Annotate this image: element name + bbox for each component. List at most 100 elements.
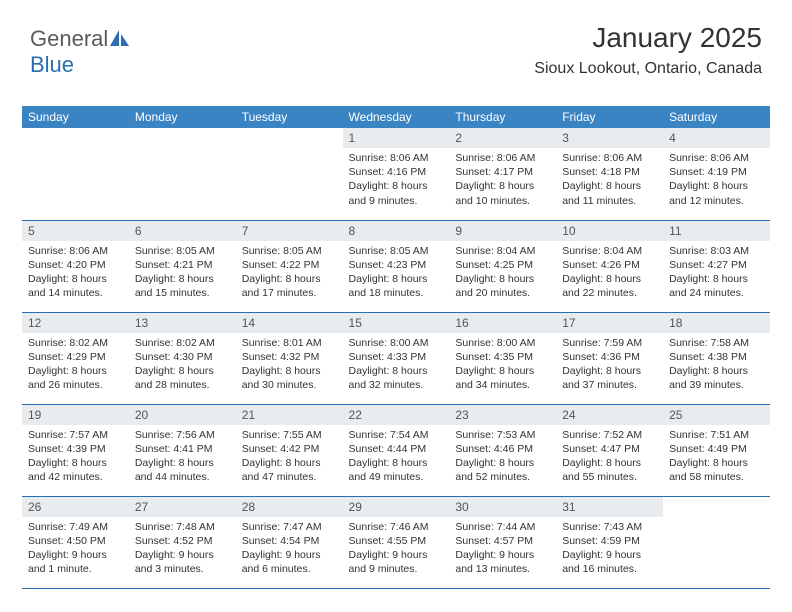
daylight-text: Daylight: 9 hours [562, 548, 657, 562]
calendar-table: SundayMondayTuesdayWednesdayThursdayFrid… [22, 106, 770, 589]
calendar-week-row: 1Sunrise: 8:06 AMSunset: 4:16 PMDaylight… [22, 128, 770, 220]
day-number: 29 [343, 497, 450, 517]
daylight-text: and 3 minutes. [135, 562, 230, 576]
day-number: 1 [343, 128, 450, 148]
sunrise-text: Sunrise: 7:46 AM [349, 520, 444, 534]
day-number: 13 [129, 313, 236, 333]
sunrise-text: Sunrise: 7:58 AM [669, 336, 764, 350]
sunrise-text: Sunrise: 8:05 AM [242, 244, 337, 258]
daylight-text: Daylight: 9 hours [349, 548, 444, 562]
sunrise-text: Sunrise: 7:55 AM [242, 428, 337, 442]
daylight-text: and 28 minutes. [135, 378, 230, 392]
sunrise-text: Sunrise: 8:04 AM [562, 244, 657, 258]
day-header: Sunday [22, 106, 129, 128]
daylight-text: and 42 minutes. [28, 470, 123, 484]
day-body: Sunrise: 7:57 AMSunset: 4:39 PMDaylight:… [22, 425, 129, 489]
calendar-day-cell: 31Sunrise: 7:43 AMSunset: 4:59 PMDayligh… [556, 496, 663, 588]
calendar-day-cell: 28Sunrise: 7:47 AMSunset: 4:54 PMDayligh… [236, 496, 343, 588]
calendar-day-cell: 6Sunrise: 8:05 AMSunset: 4:21 PMDaylight… [129, 220, 236, 312]
daylight-text: Daylight: 9 hours [28, 548, 123, 562]
daylight-text: and 26 minutes. [28, 378, 123, 392]
sunrise-text: Sunrise: 7:51 AM [669, 428, 764, 442]
sunrise-text: Sunrise: 7:44 AM [455, 520, 550, 534]
brand-part2: Blue [30, 52, 74, 77]
day-body: Sunrise: 7:54 AMSunset: 4:44 PMDaylight:… [343, 425, 450, 489]
daylight-text: and 17 minutes. [242, 286, 337, 300]
daylight-text: and 24 minutes. [669, 286, 764, 300]
sunset-text: Sunset: 4:23 PM [349, 258, 444, 272]
day-body: Sunrise: 8:05 AMSunset: 4:22 PMDaylight:… [236, 241, 343, 305]
calendar-day-cell: 22Sunrise: 7:54 AMSunset: 4:44 PMDayligh… [343, 404, 450, 496]
day-body: Sunrise: 7:52 AMSunset: 4:47 PMDaylight:… [556, 425, 663, 489]
calendar-week-row: 12Sunrise: 8:02 AMSunset: 4:29 PMDayligh… [22, 312, 770, 404]
day-number: 25 [663, 405, 770, 425]
daylight-text: Daylight: 8 hours [455, 364, 550, 378]
daylight-text: Daylight: 9 hours [135, 548, 230, 562]
daylight-text: and 30 minutes. [242, 378, 337, 392]
day-number: 4 [663, 128, 770, 148]
calendar-day-cell: 12Sunrise: 8:02 AMSunset: 4:29 PMDayligh… [22, 312, 129, 404]
sunrise-text: Sunrise: 7:47 AM [242, 520, 337, 534]
daylight-text: Daylight: 8 hours [669, 272, 764, 286]
daylight-text: and 44 minutes. [135, 470, 230, 484]
day-number: 8 [343, 221, 450, 241]
day-body: Sunrise: 8:06 AMSunset: 4:20 PMDaylight:… [22, 241, 129, 305]
daylight-text: Daylight: 8 hours [562, 456, 657, 470]
day-number: 26 [22, 497, 129, 517]
daylight-text: Daylight: 8 hours [349, 364, 444, 378]
day-number: 3 [556, 128, 663, 148]
daylight-text: Daylight: 8 hours [669, 364, 764, 378]
day-body: Sunrise: 7:44 AMSunset: 4:57 PMDaylight:… [449, 517, 556, 581]
day-number: 14 [236, 313, 343, 333]
daylight-text: and 32 minutes. [349, 378, 444, 392]
sunset-text: Sunset: 4:38 PM [669, 350, 764, 364]
daylight-text: Daylight: 8 hours [28, 456, 123, 470]
calendar-day-cell [22, 128, 129, 220]
sunrise-text: Sunrise: 8:02 AM [135, 336, 230, 350]
daylight-text: and 22 minutes. [562, 286, 657, 300]
daylight-text: Daylight: 8 hours [455, 179, 550, 193]
daylight-text: Daylight: 8 hours [242, 272, 337, 286]
daylight-text: and 34 minutes. [455, 378, 550, 392]
sunrise-text: Sunrise: 8:01 AM [242, 336, 337, 350]
sunrise-text: Sunrise: 8:06 AM [455, 151, 550, 165]
sunset-text: Sunset: 4:30 PM [135, 350, 230, 364]
calendar-day-cell: 15Sunrise: 8:00 AMSunset: 4:33 PMDayligh… [343, 312, 450, 404]
day-number: 20 [129, 405, 236, 425]
location-text: Sioux Lookout, Ontario, Canada [534, 60, 762, 78]
calendar-day-cell: 11Sunrise: 8:03 AMSunset: 4:27 PMDayligh… [663, 220, 770, 312]
daylight-text: Daylight: 8 hours [349, 179, 444, 193]
daylight-text: Daylight: 8 hours [28, 364, 123, 378]
sunrise-text: Sunrise: 7:59 AM [562, 336, 657, 350]
day-number: 27 [129, 497, 236, 517]
calendar-body: 1Sunrise: 8:06 AMSunset: 4:16 PMDaylight… [22, 128, 770, 588]
daylight-text: Daylight: 8 hours [669, 456, 764, 470]
day-body: Sunrise: 8:00 AMSunset: 4:33 PMDaylight:… [343, 333, 450, 397]
sunset-text: Sunset: 4:36 PM [562, 350, 657, 364]
calendar-day-cell: 5Sunrise: 8:06 AMSunset: 4:20 PMDaylight… [22, 220, 129, 312]
sunrise-text: Sunrise: 7:54 AM [349, 428, 444, 442]
daylight-text: Daylight: 8 hours [349, 456, 444, 470]
daylight-text: Daylight: 8 hours [242, 456, 337, 470]
sunrise-text: Sunrise: 8:00 AM [349, 336, 444, 350]
sunset-text: Sunset: 4:22 PM [242, 258, 337, 272]
calendar-day-cell: 25Sunrise: 7:51 AMSunset: 4:49 PMDayligh… [663, 404, 770, 496]
daylight-text: and 47 minutes. [242, 470, 337, 484]
sunrise-text: Sunrise: 8:06 AM [28, 244, 123, 258]
day-body: Sunrise: 8:00 AMSunset: 4:35 PMDaylight:… [449, 333, 556, 397]
daylight-text: Daylight: 8 hours [28, 272, 123, 286]
sunrise-text: Sunrise: 8:05 AM [135, 244, 230, 258]
calendar-week-row: 19Sunrise: 7:57 AMSunset: 4:39 PMDayligh… [22, 404, 770, 496]
calendar-day-cell: 14Sunrise: 8:01 AMSunset: 4:32 PMDayligh… [236, 312, 343, 404]
daylight-text: and 10 minutes. [455, 194, 550, 208]
calendar-day-cell [663, 496, 770, 588]
calendar-day-cell: 4Sunrise: 8:06 AMSunset: 4:19 PMDaylight… [663, 128, 770, 220]
daylight-text: Daylight: 8 hours [669, 179, 764, 193]
sunrise-text: Sunrise: 7:43 AM [562, 520, 657, 534]
day-header: Tuesday [236, 106, 343, 128]
day-number: 17 [556, 313, 663, 333]
day-body: Sunrise: 7:51 AMSunset: 4:49 PMDaylight:… [663, 425, 770, 489]
sunset-text: Sunset: 4:55 PM [349, 534, 444, 548]
daylight-text: and 14 minutes. [28, 286, 123, 300]
daylight-text: Daylight: 8 hours [242, 364, 337, 378]
